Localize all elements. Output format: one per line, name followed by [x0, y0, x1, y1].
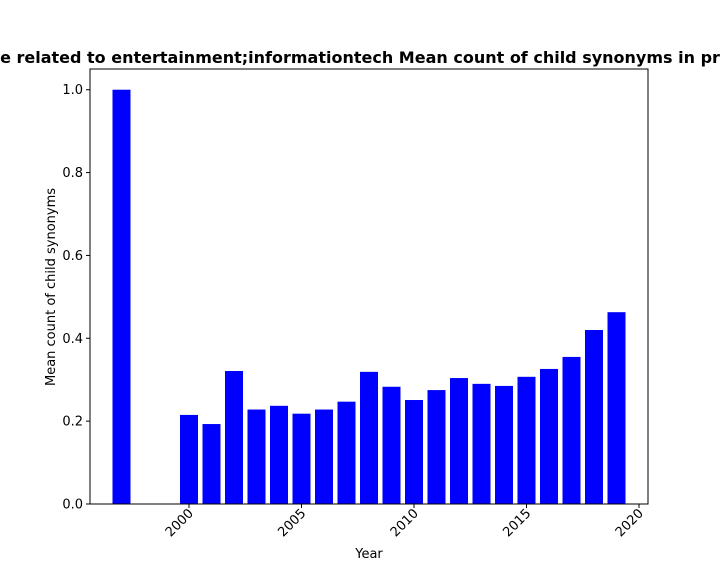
bar-2003 — [247, 409, 266, 504]
bar-2005 — [292, 413, 311, 504]
bar-2013 — [472, 383, 491, 504]
plot-area-frame — [89, 68, 649, 505]
bar-2007 — [337, 401, 356, 504]
y-tick-label: 0.4 — [62, 332, 83, 347]
bar-2019 — [607, 312, 626, 504]
bar-2000 — [180, 414, 198, 504]
bars-group — [112, 89, 626, 504]
y-tick-label: 0.8 — [62, 166, 83, 181]
bar-2011 — [427, 390, 446, 504]
y-tick-label: 0.2 — [62, 415, 83, 430]
bar-2006 — [315, 409, 333, 504]
bar-2008 — [360, 371, 378, 504]
bar-2018 — [585, 330, 603, 504]
x-tick-label: 2010 — [388, 506, 422, 540]
y-tick-label: 0.6 — [62, 249, 83, 264]
bar-2009 — [382, 386, 401, 504]
chart-title: e related to entertainment;informationte… — [0, 48, 720, 67]
bar-2015 — [517, 376, 536, 504]
x-tick-label: 2000 — [163, 506, 197, 540]
y-tick-label: 1.0 — [62, 83, 83, 98]
bar-2004 — [270, 405, 288, 504]
x-tick-label: 2005 — [275, 506, 309, 540]
y-axis-ticks: 0.0 0.2 0.4 0.6 0.8 1.0 — [62, 83, 90, 513]
x-axis-label: Year — [354, 547, 383, 562]
bar-2001 — [202, 424, 221, 504]
bar-2017 — [562, 356, 581, 504]
bar-1997 — [112, 89, 131, 504]
x-axis-ticks: 2000 2005 2010 2015 2020 — [163, 504, 647, 540]
bar-2012 — [450, 378, 468, 504]
bar-2010 — [405, 400, 423, 504]
y-tick-label: 0.0 — [62, 498, 83, 513]
bar-2002 — [225, 371, 243, 504]
x-tick-label: 2020 — [613, 506, 647, 540]
bar-2016 — [540, 368, 558, 504]
x-tick-label: 2015 — [500, 506, 534, 540]
bar-2014 — [495, 385, 513, 504]
y-axis-label: Mean count of child synonyms — [44, 188, 59, 386]
